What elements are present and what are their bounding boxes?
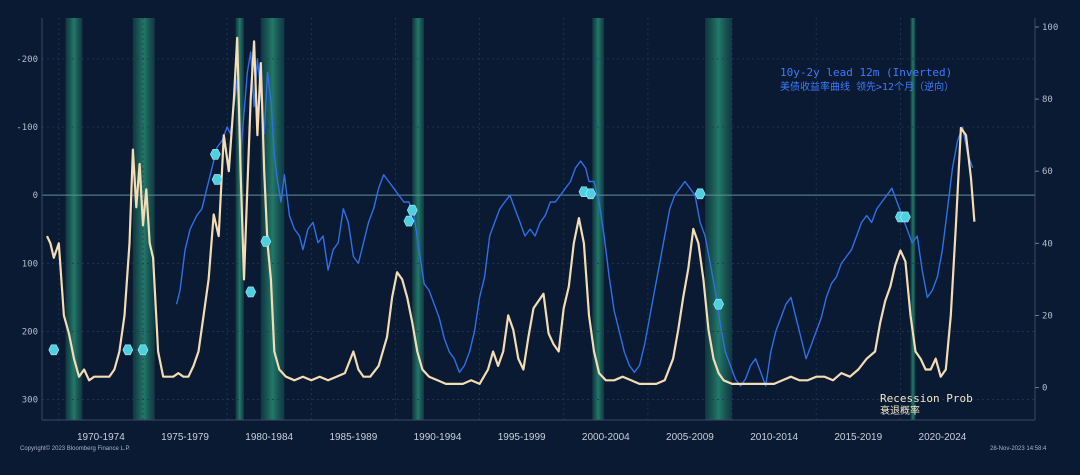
signal-marker-11 <box>694 188 706 200</box>
right-tick-label: 40 <box>1042 239 1053 249</box>
legend-recession-label-en: Recession Prob <box>880 392 973 405</box>
series-line-0 <box>175 51 974 387</box>
recession-band-5 <box>592 18 605 420</box>
x-tick-label: 1970-1974 <box>77 432 125 443</box>
recession-band-4 <box>412 18 425 420</box>
legend-series-label-en: 10y-2y lead 12m (Inverted) <box>780 66 952 79</box>
signal-marker-5 <box>245 286 257 298</box>
series-line-1 <box>46 36 976 385</box>
signal-marker-8 <box>406 204 418 216</box>
x-tick-label: 2015-2019 <box>834 432 882 443</box>
x-tick-label: 2005-2009 <box>666 432 714 443</box>
signal-marker-6 <box>260 236 272 247</box>
recession-bands <box>65 18 916 420</box>
signal-marker-0 <box>48 344 60 356</box>
left-tick-label: 300 <box>22 396 38 406</box>
x-axis-ticks: 1970-1974 1975-1979 1980-1984 1985-1989 1990… <box>77 432 967 443</box>
signal-marker-1 <box>122 344 134 356</box>
right-tick-label: 0 <box>1042 384 1047 394</box>
recession-band-2 <box>235 18 244 420</box>
signal-marker-4 <box>211 174 223 185</box>
x-tick-label: 2000-2004 <box>582 432 630 443</box>
x-tick-label: 1980-1984 <box>245 432 293 443</box>
legend-recession-label-cn: 衰退概率 <box>880 404 920 417</box>
recession-band-6 <box>705 18 733 420</box>
signal-marker-10 <box>585 188 597 200</box>
right-tick-label: 20 <box>1042 311 1053 321</box>
x-tick-label: 2010-2014 <box>750 432 798 443</box>
footer-copyright: Copyright© 2023 Bloomberg Finance L.P. <box>20 445 131 452</box>
left-tick-label: 0 <box>33 191 38 201</box>
right-tick-label: 60 <box>1042 167 1053 177</box>
right-tick-label: 80 <box>1042 95 1053 105</box>
left-axis-ticks: -200 -100 0 100 200 300 <box>16 55 38 406</box>
right-axis-ticks: 0 20 40 60 80 100 <box>1035 23 1058 394</box>
recession-band-0 <box>65 18 83 420</box>
left-tick-label: 100 <box>22 259 38 269</box>
signal-marker-7 <box>403 215 415 227</box>
left-tick-label: -100 <box>16 123 38 133</box>
x-tick-label: 1975-1979 <box>161 432 209 443</box>
left-tick-label: -200 <box>16 55 38 65</box>
x-tick-label: 1990-1994 <box>414 432 462 443</box>
signal-marker-14 <box>900 211 911 223</box>
signal-marker-2 <box>137 344 149 356</box>
footer-timestamp: 28-Nov-2023 14:58:4 <box>990 446 1047 452</box>
signal-marker-3 <box>210 148 221 160</box>
markers <box>48 148 911 356</box>
grid <box>42 18 1035 420</box>
x-tick-label: 1995-1999 <box>498 432 546 443</box>
x-tick-label: 1985-1989 <box>329 432 377 443</box>
left-tick-label: 200 <box>22 327 38 337</box>
recession-band-3 <box>260 18 285 420</box>
signal-marker-12 <box>713 298 724 310</box>
recession-band-7 <box>910 18 916 420</box>
series-layer <box>46 36 976 387</box>
legend-series-label-cn: 美债收益率曲线 领先>12个月（逆向） <box>780 80 954 93</box>
x-tick-label: 2020-2024 <box>919 432 967 443</box>
right-tick-label: 100 <box>1042 23 1058 33</box>
